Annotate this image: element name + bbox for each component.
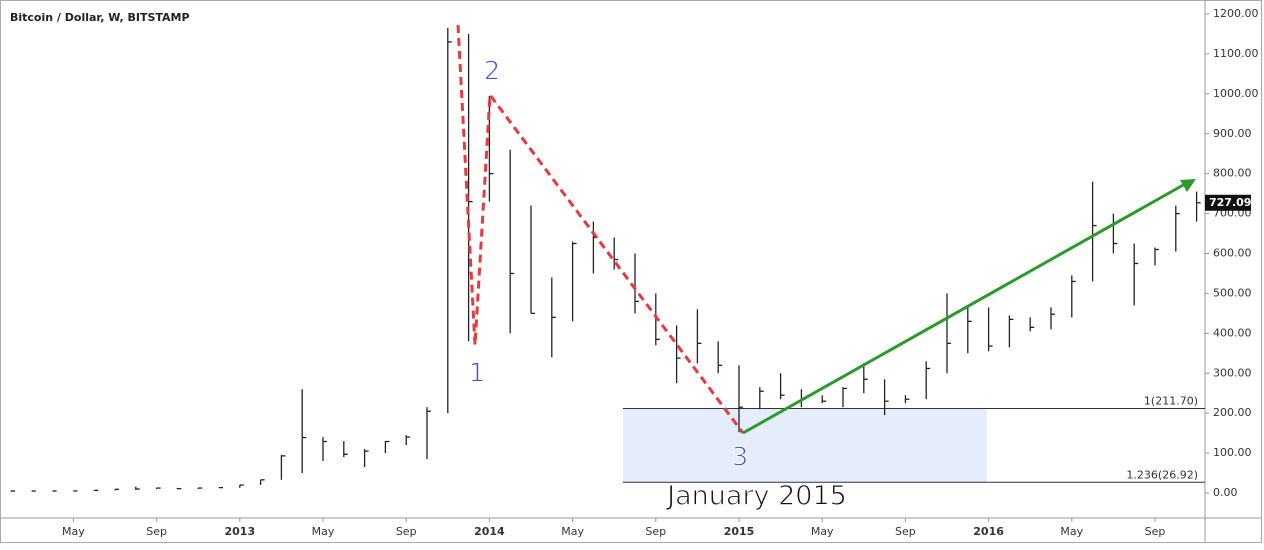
x-tick-label: May [811,525,834,538]
y-tick-label: 600.00 [1213,247,1252,260]
wave-label: 2 [484,57,501,87]
wave-label: 3 [732,443,749,473]
y-tick-label: 1100.00 [1213,47,1259,60]
fib-label: 1.236(26.92) [1126,468,1198,481]
x-tick-label: Sep [396,525,417,538]
y-tick-label: 300.00 [1213,366,1252,379]
fib-zone [623,408,987,483]
x-tick-label: May [62,525,85,538]
trend-arrow [742,182,1186,435]
arrow-head [1180,179,1196,192]
y-tick-label: 1200.00 [1213,7,1259,20]
y-tick-label: 1000.00 [1213,87,1259,100]
x-tick-label: May [312,525,335,538]
y-tick-label: 900.00 [1213,127,1252,140]
x-tick-label: Sep [1145,525,1166,538]
fib-label: 1(211.70) [1144,394,1198,407]
x-tick-label: 2014 [474,525,505,538]
y-tick-label: 200.00 [1213,406,1252,419]
x-tick-label: 2013 [224,525,255,538]
y-tick-label: 400.00 [1213,326,1252,339]
y-tick-label: 500.00 [1213,286,1252,299]
y-tick-label: 800.00 [1213,167,1252,180]
y-tick-label: 100.00 [1213,446,1252,459]
x-tick-label: 2015 [724,525,755,538]
last-price-label: 727.09 [1209,196,1251,209]
chart-title: Bitcoin / Dollar, W, BITSTAMP [10,11,190,24]
y-tick-label: 0.00 [1213,486,1238,499]
last-price-tag [1205,194,1251,211]
x-tick-label: May [1060,525,1083,538]
date-annotation: January 2015 [665,481,847,512]
x-tick-label: Sep [146,525,167,538]
x-tick-label: Sep [895,525,916,538]
x-tick-label: Sep [645,525,666,538]
wave-lines [456,24,745,434]
x-tick-label: May [561,525,584,538]
wave-label: 1 [469,359,486,389]
x-tick-label: 2016 [973,525,1004,538]
